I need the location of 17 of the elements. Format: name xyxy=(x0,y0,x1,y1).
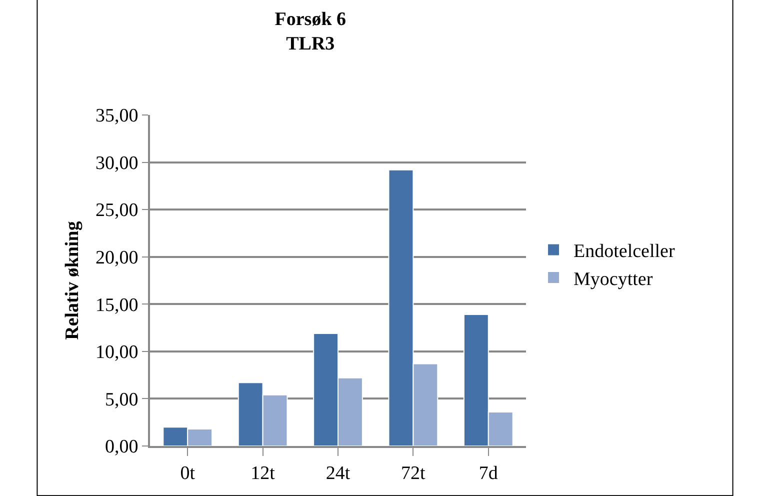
x-tick-label: 7d xyxy=(478,462,498,484)
x-tick-label: 12t xyxy=(250,462,276,484)
y-tick-label: 30,00 xyxy=(95,152,138,174)
y-tick-label: 15,00 xyxy=(95,294,138,316)
chart-title: Forsøk 6 TLR3 xyxy=(274,8,346,54)
legend-label: Myocytter xyxy=(574,268,654,290)
x-tick-label: 24t xyxy=(326,462,351,484)
y-tick-label: 25,00 xyxy=(95,200,138,222)
y-tick-label: 20,00 xyxy=(95,248,138,269)
y-tick-label: 0,00 xyxy=(104,436,138,458)
x-tick-label: 0t xyxy=(180,462,196,484)
y-tick-label: 10,00 xyxy=(95,342,138,364)
y-tick-label: 35,00 xyxy=(95,106,138,127)
x-tick-label: 72t xyxy=(401,462,426,484)
legend-label: Endotelceller xyxy=(574,241,676,262)
y-tick-label: 5,00 xyxy=(104,389,138,410)
y-axis-title: Relativ økning xyxy=(62,220,83,340)
